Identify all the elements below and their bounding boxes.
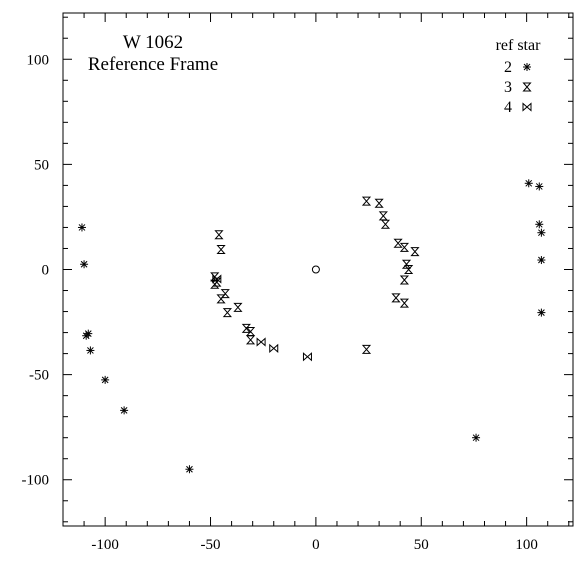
plot-frame [62,12,574,527]
data-point-star-2 [101,375,110,384]
data-point-star-4 [302,352,312,362]
data-point-star-2 [77,223,86,232]
data-point-star-3 [233,302,243,312]
data-point-star-3 [241,323,251,333]
data-point-star-3 [410,247,420,257]
data-point-star-3 [374,198,384,208]
data-point-star-3 [245,327,256,337]
y-tick-label: 100 [27,52,50,68]
data-point-star-3 [245,335,256,345]
data-point-star-2 [537,228,546,237]
x-tick-label: -100 [91,537,119,553]
axis-tick-labels: -100 -50 0 50 100 -100 -50 0 50 100 [22,52,538,553]
x-tick-label: 0 [312,537,320,553]
y-tick-label: -50 [29,368,49,384]
origin-circle-marker [311,265,320,274]
y-tick-label: 0 [42,263,50,279]
data-point-star-2 [185,465,194,474]
data-point-star-3 [404,265,414,274]
data-points [77,179,546,474]
data-point-star-2 [80,260,89,269]
data-point-star-3 [399,275,410,285]
data-point-star-4 [269,343,279,353]
data-point-star-3 [380,219,391,229]
data-point-star-3 [361,344,372,354]
data-point-star-3 [399,242,410,252]
data-point-star-2 [537,256,546,265]
data-point-star-2 [84,329,93,338]
data-point-star-2 [535,182,544,191]
legend-label-4: 4 [504,99,512,116]
data-point-star-2 [537,308,546,317]
data-point-star-2 [535,220,544,229]
data-point-star-3 [378,211,388,221]
plot-border [62,12,574,527]
data-point-star-4 [256,337,266,347]
chart-subtitle: Reference Frame [88,54,218,75]
data-point-star-3 [214,230,224,240]
legend-marker-3 [522,82,532,92]
legend-label-2: 2 [504,59,512,76]
legend-marker-2 [523,63,531,71]
data-point-star-2 [120,406,129,415]
data-point-star-3 [216,294,226,304]
data-point-star-2 [524,179,533,188]
x-tick-label: 100 [515,537,538,553]
data-point-star-2 [86,346,95,355]
data-point-star-3 [361,196,372,206]
data-point-star-2 [472,433,481,442]
axis-ticks [62,13,573,526]
legend-markers [522,63,532,112]
data-point-star-3 [393,238,403,248]
y-tick-label: -100 [22,473,50,489]
data-point-star-3 [222,308,232,318]
x-tick-label: 50 [414,537,429,553]
legend-title: ref star [496,37,542,54]
data-point-star-4 [212,274,222,284]
x-tick-label: -50 [201,537,221,553]
legend: ref star 2 3 4 [496,37,542,116]
data-point-star-3 [216,245,226,255]
data-point-star-3 [391,293,401,303]
y-tick-label: 50 [34,157,49,173]
legend-label-3: 3 [504,79,512,96]
data-point-star-3 [399,298,410,308]
chart-title: W 1062 [123,32,183,53]
legend-marker-4 [522,102,532,112]
